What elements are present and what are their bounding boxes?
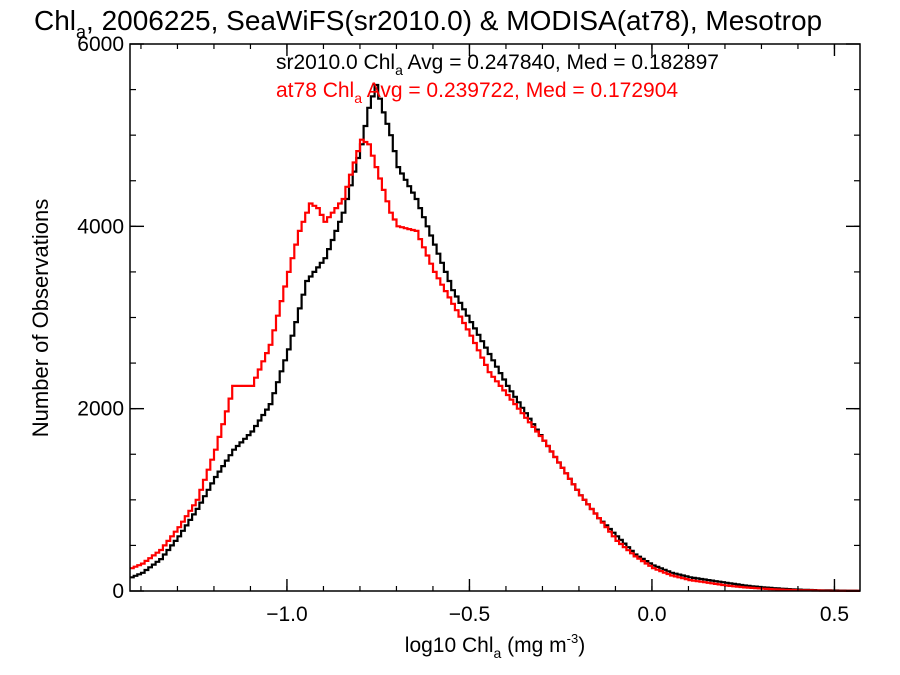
plot-frame xyxy=(129,43,861,592)
legend-entry-sr2010: sr2010.0 Chla Avg = 0.247840, Med = 0.18… xyxy=(276,51,719,78)
plot-area: −1.0 −0.5 0.0 0.5 0 2000 4000 6000 xyxy=(77,33,861,626)
y-tick-label: 2000 xyxy=(77,398,124,421)
series-line-at78 xyxy=(130,138,860,592)
y-tick-label: 4000 xyxy=(77,215,124,238)
x-tick-label: 0.0 xyxy=(637,603,666,626)
x-tick-label: −1.0 xyxy=(266,603,307,626)
ticks-layer: −1.0 −0.5 0.0 0.5 0 2000 4000 6000 xyxy=(77,33,860,626)
x-tick-label: −0.5 xyxy=(449,603,490,626)
y-axis-label: Number of Observations xyxy=(28,199,53,437)
legend-entry-at78: at78 Chla Avg = 0.239722, Med = 0.172904 xyxy=(276,79,678,106)
series-layer xyxy=(130,83,860,592)
series-line-sr2010.0 xyxy=(130,83,860,592)
chart-title: Chla, 2006225, SeaWiFS(sr2010.0) & MODIS… xyxy=(34,5,822,42)
x-tick-label: 0.5 xyxy=(820,603,849,626)
y-tick-label: 6000 xyxy=(77,33,124,56)
x-axis-label: log10 Chla (mg m-3) xyxy=(405,631,585,661)
y-tick-label: 0 xyxy=(112,580,124,603)
